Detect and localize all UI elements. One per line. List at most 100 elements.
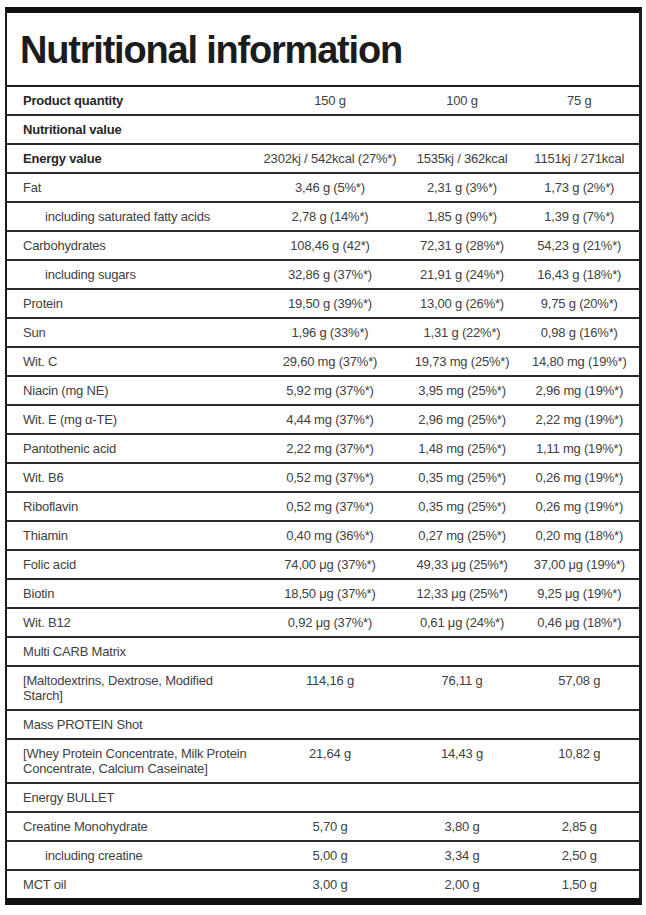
- row-value: 2,00 g: [405, 877, 520, 892]
- row-label: Energy value: [7, 151, 255, 166]
- nutrition-table-body: Nutritional value Energy value2302kj / 54…: [7, 116, 639, 898]
- row-value: 0,92 μg (37%*): [255, 615, 404, 630]
- row-value: 0,26 mg (19%*): [520, 499, 639, 514]
- column-header-100g: 100 g: [405, 93, 520, 108]
- row-value: 54,23 g (21%*): [520, 238, 639, 253]
- table-row: including saturated fatty acids2,78 g (1…: [7, 203, 639, 232]
- row-label: Riboflavin: [7, 499, 255, 514]
- row-value: 5,92 mg (37%*): [255, 383, 404, 398]
- row-value: 21,64 g: [255, 746, 404, 761]
- page-title: Nutritional information: [20, 28, 625, 72]
- table-row: Biotin18,50 μg (37%*)12,33 μg (25%*)9,25…: [7, 580, 639, 609]
- row-value: 0,35 mg (25%*): [405, 499, 520, 514]
- row-label: Carbohydrates: [7, 238, 255, 253]
- table-row: Wit. C29,60 mg (37%*)19,73 mg (25%*)14,8…: [7, 348, 639, 377]
- nutrition-table: Nutritional information Product quantity…: [5, 7, 642, 905]
- row-value: 0,40 mg (36%*): [255, 528, 404, 543]
- row-value: 3,00 g: [255, 877, 404, 892]
- row-value: 18,50 μg (37%*): [255, 586, 404, 601]
- row-value: 114,16 g: [255, 673, 404, 688]
- section-row: Multi CARB Matrix: [7, 638, 639, 667]
- row-label: Folic acid: [7, 557, 255, 572]
- table-row: Creatine Monohydrate5,70 g3,80 g2,85 g: [7, 813, 639, 842]
- row-label: Mass PROTEIN Shot: [7, 717, 255, 732]
- table-row: Wit. B60,52 mg (37%*)0,35 mg (25%*)0,26 …: [7, 464, 639, 493]
- row-value: 12,33 μg (25%*): [405, 586, 520, 601]
- table-row: Folic acid74,00 μg (37%*)49,33 μg (25%*)…: [7, 551, 639, 580]
- table-row: MCT oil3,00 g2,00 g1,50 g: [7, 871, 639, 898]
- table-row: including sugars32,86 g (37%*)21,91 g (2…: [7, 261, 639, 290]
- row-value: 2,31 g (3%*): [405, 180, 520, 195]
- row-value: 0,26 mg (19%*): [520, 470, 639, 485]
- row-label: [Maltodextrins, Dextrose, Modified Starc…: [7, 673, 255, 703]
- column-header-75g: 75 g: [520, 93, 639, 108]
- row-value: 2,78 g (14%*): [255, 209, 404, 224]
- row-value: 3,34 g: [405, 848, 520, 863]
- row-value: 0,52 mg (37%*): [255, 470, 404, 485]
- table-row: Nutritional value: [7, 116, 639, 145]
- row-value: 10,82 g: [520, 746, 639, 761]
- row-label: [Whey Protein Concentrate, Milk Protein …: [7, 746, 255, 776]
- row-label: Niacin (mg NE): [7, 383, 255, 398]
- row-value: 29,60 mg (37%*): [255, 354, 404, 369]
- row-value: 0,20 mg (18%*): [520, 528, 639, 543]
- table-row: Niacin (mg NE)5,92 mg (37%*)3,95 mg (25%…: [7, 377, 639, 406]
- row-value: 0,46 μg (18%*): [520, 615, 639, 630]
- row-label: Product quantity: [7, 93, 255, 108]
- row-value: 9,25 μg (19%*): [520, 586, 639, 601]
- column-header-150g: 150 g: [255, 93, 404, 108]
- row-value: 0,52 mg (37%*): [255, 499, 404, 514]
- row-value: 4,44 mg (37%*): [255, 412, 404, 427]
- row-value: 32,86 g (37%*): [255, 267, 404, 282]
- row-label: Biotin: [7, 586, 255, 601]
- row-value: 3,46 g (5%*): [255, 180, 404, 195]
- table-row: Carbohydrates108,46 g (42*)72,31 g (28%*…: [7, 232, 639, 261]
- row-value: 2302kj / 542kcal (27%*): [255, 151, 404, 166]
- row-label: MCT oil: [7, 877, 255, 892]
- row-value: 19,50 g (39%*): [255, 296, 404, 311]
- row-value: 0,35 mg (25%*): [405, 470, 520, 485]
- row-value: 1,39 g (7%*): [520, 209, 639, 224]
- row-label: Wit. B12: [7, 615, 255, 630]
- row-value: 13,00 g (26%*): [405, 296, 520, 311]
- row-label: including sugars: [7, 267, 255, 282]
- row-value: 2,22 mg (37%*): [255, 441, 404, 456]
- row-value: 2,22 mg (19%*): [520, 412, 639, 427]
- table-row: Protein19,50 g (39%*)13,00 g (26%*)9,75 …: [7, 290, 639, 319]
- row-label: including saturated fatty acids: [7, 209, 255, 224]
- row-value: 2,96 mg (25%*): [405, 412, 520, 427]
- row-value: 0,98 g (16%*): [520, 325, 639, 340]
- row-value: 3,80 g: [405, 819, 520, 834]
- row-value: 14,80 mg (19%*): [520, 354, 639, 369]
- row-value: 16,43 g (18%*): [520, 267, 639, 282]
- table-row: Riboflavin0,52 mg (37%*)0,35 mg (25%*)0,…: [7, 493, 639, 522]
- row-value: 1,96 g (33%*): [255, 325, 404, 340]
- row-label: Wit. C: [7, 354, 255, 369]
- row-label: Nutritional value: [7, 122, 255, 137]
- row-label: Thiamin: [7, 528, 255, 543]
- row-value: 1,48 mg (25%*): [405, 441, 520, 456]
- table-row: including creatine5,00 g3,34 g2,50 g: [7, 842, 639, 871]
- table-row: [Maltodextrins, Dextrose, Modified Starc…: [7, 667, 639, 711]
- section-row: Energy BULLET: [7, 784, 639, 813]
- row-value: 0,61 μg (24%*): [405, 615, 520, 630]
- row-label: Protein: [7, 296, 255, 311]
- table-row: Pantothenic acid2,22 mg (37%*)1,48 mg (2…: [7, 435, 639, 464]
- row-value: 37,00 μg (19%*): [520, 557, 639, 572]
- table-row: Thiamin0,40 mg (36%*)0,27 mg (25%*)0,20 …: [7, 522, 639, 551]
- row-value: 76,11 g: [405, 673, 520, 688]
- row-value: 9,75 g (20%*): [520, 296, 639, 311]
- row-value: 74,00 μg (37%*): [255, 557, 404, 572]
- row-value: 14,43 g: [405, 746, 520, 761]
- row-label: Energy BULLET: [7, 790, 255, 805]
- table-row: Sun1,96 g (33%*)1,31 g (22%*)0,98 g (16%…: [7, 319, 639, 348]
- row-value: 1,31 g (22%*): [405, 325, 520, 340]
- row-value: 5,00 g: [255, 848, 404, 863]
- row-label: Sun: [7, 325, 255, 340]
- title-block: Nutritional information: [7, 13, 639, 87]
- row-value: 1,73 g (2%*): [520, 180, 639, 195]
- table-row: Energy value2302kj / 542kcal (27%*)1535k…: [7, 145, 639, 174]
- row-value: 108,46 g (42*): [255, 238, 404, 253]
- table-row: Fat3,46 g (5%*)2,31 g (3%*)1,73 g (2%*): [7, 174, 639, 203]
- row-value: 1,50 g: [520, 877, 639, 892]
